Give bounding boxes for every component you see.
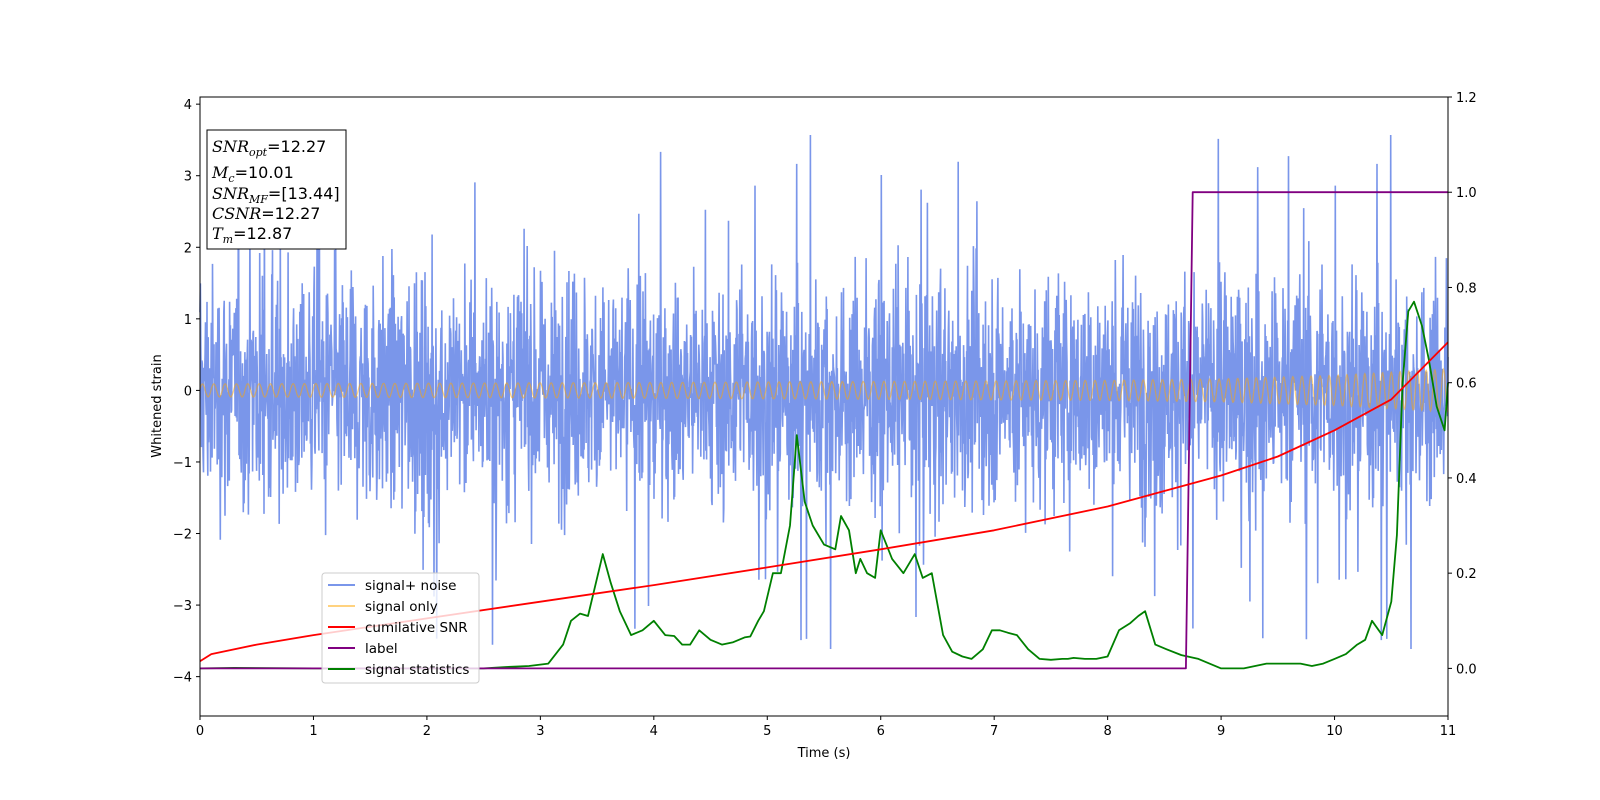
y-tick-label-left: 1 (184, 313, 192, 328)
series-line-cumulative-snr (199, 341, 1449, 662)
legend-item-signal-noise: signal+ noise (328, 578, 456, 594)
legend-item-label: label (328, 641, 398, 657)
annotation-box: SNRopt=12.27 Mc=10.01 SNRMF=[13.44] CSNR… (206, 129, 347, 250)
legend-label: label (365, 641, 398, 657)
annotation-frame (206, 129, 347, 250)
x-tick-label: 3 (536, 724, 544, 739)
y-tick-label-left: 4 (184, 98, 192, 113)
legend-frame (321, 572, 480, 684)
right-axis-series-layer (199, 191, 1449, 670)
x-tick-label: 10 (1326, 724, 1343, 739)
x-axis-ticks: 0 1 2 3 4 5 6 7 8 9 10 11 (196, 716, 1456, 739)
legend-item-signal-statistics: signal statistics (328, 662, 469, 678)
legend-item-cumulative-snr: cumilative SNR (328, 620, 468, 636)
x-tick-label: 6 (877, 724, 885, 739)
annotation-snr-opt: SNRopt=12.27 (212, 137, 326, 159)
legend-label: signal statistics (365, 662, 469, 678)
signal-only-layer (199, 367, 1449, 413)
legend-label: signal only (365, 599, 438, 615)
plot-frame (199, 96, 1449, 717)
y-tick-label-left: −3 (173, 599, 192, 614)
x-axis-label: Time (s) (797, 746, 851, 761)
annotation-mc: Mc=10.01 (211, 163, 294, 185)
legend-label: cumilative SNR (365, 620, 468, 636)
x-tick-label: 1 (309, 724, 317, 739)
y-tick-label-right: 0.8 (1456, 281, 1477, 296)
y-tick-label-left: 0 (184, 384, 192, 399)
series-line-label (200, 191, 1448, 670)
legend: signal+ noise signal only cumilative SNR… (321, 572, 480, 684)
annotation-snr-mf: SNRMF=[13.44] (212, 184, 340, 206)
y-tick-label-right: 0.0 (1456, 662, 1477, 677)
x-tick-label: 9 (1217, 724, 1225, 739)
x-tick-label: 4 (650, 724, 658, 739)
x-tick-label: 5 (763, 724, 771, 739)
y-tick-label-right: 1.0 (1456, 186, 1477, 201)
y-axis-label: Whitened strain (150, 354, 165, 457)
annotation-csnr: CSNR=12.27 (212, 204, 320, 223)
series-line-signal-only (199, 367, 1449, 413)
y-tick-label-right: 0.6 (1456, 377, 1477, 392)
y-axis-right-ticks: 0.0 0.2 0.4 0.6 0.8 1.0 1.2 (1448, 91, 1477, 677)
x-tick-label: 11 (1440, 724, 1457, 739)
series-line-signal-statistics (199, 300, 1449, 670)
y-tick-label-left: −2 (173, 528, 192, 543)
legend-item-signal-only: signal only (328, 599, 438, 615)
y-tick-label-right: 0.4 (1456, 472, 1477, 487)
x-tick-label: 2 (423, 724, 431, 739)
x-tick-label: 0 (196, 724, 204, 739)
annotation-tm: Tm=12.87 (212, 224, 292, 246)
y-tick-label-right: 0.2 (1456, 567, 1477, 582)
x-tick-label: 7 (990, 724, 998, 739)
y-axis-left-ticks: −4 −3 −2 −1 0 1 2 3 4 (173, 98, 200, 686)
y-tick-label-left: −1 (173, 456, 192, 471)
y-tick-label-left: 2 (184, 241, 192, 256)
y-tick-label-left: −4 (173, 671, 192, 686)
x-tick-label: 8 (1103, 724, 1111, 739)
y-tick-label-left: 3 (184, 170, 192, 185)
legend-label: signal+ noise (365, 578, 456, 594)
y-tick-label-right: 1.2 (1456, 91, 1477, 106)
